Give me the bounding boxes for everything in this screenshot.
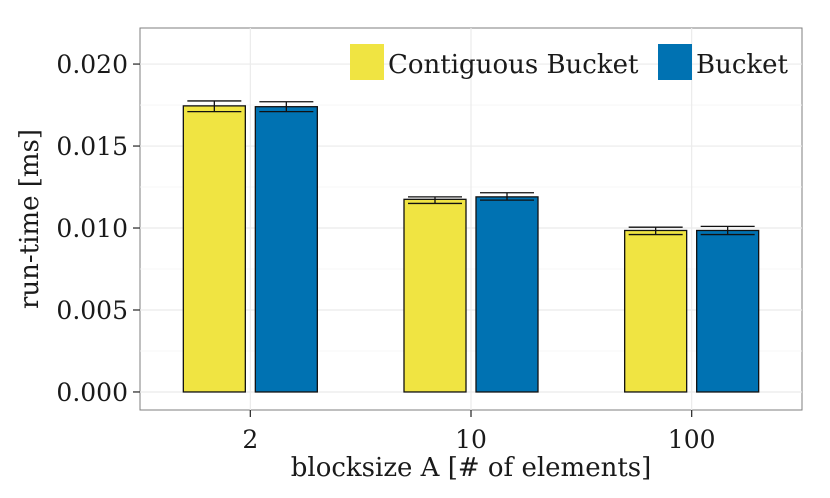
x-tick-label: 10 [455, 425, 487, 454]
error-bar [408, 196, 462, 205]
legend: Contiguous Bucket Bucket [350, 44, 789, 80]
y-tick-label: 0.005 [56, 296, 128, 325]
grid-lines [140, 28, 802, 410]
y-tick-label: 0.010 [56, 214, 128, 243]
y-tick-label: 0.000 [56, 378, 128, 407]
bar [182, 105, 246, 393]
y-axis-title: run-time [ms] [15, 129, 45, 309]
bars [182, 100, 760, 393]
error-bar [259, 101, 314, 113]
legend-swatch-bucket [658, 44, 692, 80]
bar [403, 198, 467, 393]
legend-label-bucket: Bucket [696, 50, 789, 80]
bar [696, 229, 760, 393]
bar [475, 196, 539, 393]
error-bar [628, 226, 683, 236]
y-tick-label: 0.020 [56, 50, 128, 79]
error-bar [187, 100, 242, 113]
error-bar [700, 225, 755, 236]
bar [254, 106, 318, 393]
axes: 0.000 0.005 0.010 0.015 0.020 2 10 100 [56, 50, 715, 454]
x-tick-label: 100 [668, 425, 716, 454]
error-bar [480, 192, 534, 201]
x-axis-title: blocksize A [# of elements] [291, 453, 652, 483]
legend-swatch-contiguous-bucket [350, 44, 384, 80]
legend-label-contiguous-bucket: Contiguous Bucket [388, 50, 639, 80]
x-tick-label: 2 [242, 425, 258, 454]
y-tick-label: 0.015 [56, 132, 128, 161]
bar [624, 229, 688, 393]
